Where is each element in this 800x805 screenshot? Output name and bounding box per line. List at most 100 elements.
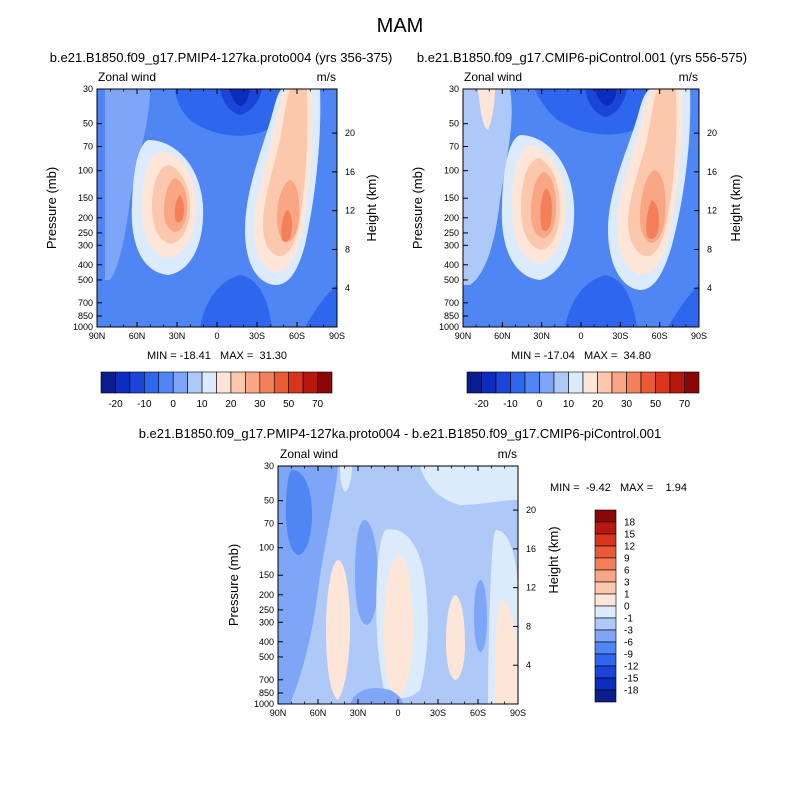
p3-ytick-label: 250 bbox=[259, 605, 274, 615]
p3-cbar-label: -9 bbox=[624, 650, 633, 661]
p3-cbar-swatch bbox=[594, 521, 617, 535]
p1-htick-label: 12 bbox=[345, 206, 355, 216]
p3-ytick-label: 70 bbox=[264, 519, 274, 529]
p3-ytick-label: 150 bbox=[259, 570, 274, 580]
p3-htick-label: 8 bbox=[526, 621, 531, 631]
p2-cbar-label: 30 bbox=[621, 399, 633, 410]
p1-xtick-label: 90S bbox=[329, 331, 345, 341]
p2-ytick-label: 400 bbox=[444, 260, 459, 270]
p1-xtick-label: 90N bbox=[89, 331, 106, 341]
p3-contour-pos-a bbox=[326, 560, 350, 700]
p3-xtick-label: 0 bbox=[395, 708, 400, 718]
p2-contour-left-light bbox=[463, 89, 512, 285]
panel1-colorbar: -20 -10 0 10 20 30 50 70 bbox=[100, 371, 333, 410]
p3-contour-mid-neg bbox=[355, 520, 378, 625]
p1-ytick-label: 700 bbox=[78, 298, 93, 308]
p1-cbar-swatch bbox=[172, 371, 188, 394]
p3-cbar-label: 3 bbox=[624, 578, 630, 589]
p3-cbar-swatch bbox=[594, 605, 617, 619]
p2-cbar-swatch bbox=[510, 371, 526, 394]
p3-cbar-swatch bbox=[594, 629, 617, 643]
panel1-ylabel-right: Height (km) bbox=[364, 174, 379, 241]
p2-ytick-label: 850 bbox=[444, 311, 459, 321]
p2-cbar-swatch bbox=[495, 371, 511, 394]
p3-xtick-label: 60N bbox=[310, 708, 327, 718]
p1-htick-label: 4 bbox=[345, 283, 350, 293]
p1-cbar-label: -20 bbox=[108, 399, 123, 410]
panel3-contours bbox=[278, 466, 518, 704]
p3-xtick-label: 90S bbox=[510, 708, 526, 718]
p3-cbar-label: 15 bbox=[624, 530, 636, 541]
p3-cbar-swatch bbox=[594, 509, 617, 523]
p2-cbar-label: 0 bbox=[537, 399, 543, 410]
p3-cbar-label: -6 bbox=[624, 638, 633, 649]
panel1-left-label: Zonal wind bbox=[98, 70, 156, 84]
p2-xtick-label: 30N bbox=[533, 331, 550, 341]
p1-cbar-label: -10 bbox=[137, 399, 152, 410]
p1-ytick-label: 1000 bbox=[73, 322, 93, 332]
p1-contour-pos-left-core bbox=[174, 195, 184, 223]
panel1-minmax: MIN = -18.41 MAX = 31.30 bbox=[147, 350, 287, 362]
p2-cbar-label: -20 bbox=[474, 399, 489, 410]
p1-ytick-label: 500 bbox=[78, 275, 93, 285]
p3-cbar-label: 1 bbox=[624, 590, 630, 601]
p1-xtick-label: 0 bbox=[214, 331, 219, 341]
p1-ytick-label: 30 bbox=[83, 84, 93, 94]
p3-ytick-label: 50 bbox=[264, 496, 274, 506]
panel1: 90N 60N 30N 0 30S 60S 90S305070100150200250300… bbox=[44, 70, 379, 410]
panel3-axes: 90N 60N 30N 0 30S 60S 90S 30 50 70 100 150 200 250 300… bbox=[254, 461, 536, 718]
p3-cbar-label: 9 bbox=[624, 554, 630, 565]
p2-xtick-label: 90S bbox=[691, 331, 707, 341]
p1-cbar-swatch bbox=[100, 371, 116, 394]
p3-contour-pos-c bbox=[446, 595, 465, 680]
p1-cbar-label: 0 bbox=[170, 399, 176, 410]
p3-cbar-label: -12 bbox=[624, 662, 639, 673]
p2-ytick-label: 100 bbox=[444, 166, 459, 176]
p2-cbar-swatch bbox=[597, 371, 613, 394]
p1-cbar-swatch bbox=[115, 371, 131, 394]
p1-cbar-swatch bbox=[317, 371, 333, 394]
panel3-ylabel: Pressure (mb) bbox=[226, 544, 241, 626]
main-title: MAM bbox=[377, 15, 424, 37]
p2-cbar-label: 10 bbox=[563, 399, 575, 410]
p3-ytick-label: 850 bbox=[259, 688, 274, 698]
p3-cbar-label: -3 bbox=[624, 626, 633, 637]
p3-cbar-label: 0 bbox=[624, 602, 630, 613]
p2-ytick-label: 200 bbox=[444, 213, 459, 223]
panel3-left-label: Zonal wind bbox=[280, 447, 338, 461]
p3-ytick-label: 700 bbox=[259, 675, 274, 685]
p2-htick-label: 16 bbox=[707, 167, 717, 177]
p2-ytick-label: 70 bbox=[449, 142, 459, 152]
p3-cbar-label: -1 bbox=[624, 614, 633, 625]
p1-contour-pos-right-core bbox=[281, 210, 292, 243]
p1-cbar-swatch bbox=[216, 371, 232, 394]
p1-cbar-swatch bbox=[129, 371, 145, 394]
p3-contour-top-light bbox=[340, 466, 352, 492]
p1-cbar-label: 50 bbox=[283, 399, 295, 410]
p3-cbar-label: 6 bbox=[624, 566, 630, 577]
p3-ytick-label: 500 bbox=[259, 652, 274, 662]
p3-cbar-label: 18 bbox=[624, 518, 636, 529]
p3-ytick-label: 200 bbox=[259, 590, 274, 600]
p3-cbar-swatch bbox=[594, 641, 617, 655]
p1-ytick-label: 850 bbox=[78, 311, 93, 321]
p2-cbar-swatch bbox=[568, 371, 584, 394]
p3-cbar-swatch bbox=[594, 665, 617, 679]
p2-ytick-label: 700 bbox=[444, 298, 459, 308]
p3-ytick-label: 1000 bbox=[254, 699, 274, 709]
panel3-title: b.e21.B1850.f09_g17.PMIP4-127ka.proto004… bbox=[139, 426, 662, 441]
p1-xtick-label: 30S bbox=[249, 331, 265, 341]
p2-cbar-swatch bbox=[640, 371, 656, 394]
p3-contour-neg-right-small bbox=[474, 580, 487, 652]
p2-cbar-swatch bbox=[466, 371, 482, 394]
p2-contour-neg-lower bbox=[565, 275, 637, 327]
p2-ytick-label: 150 bbox=[444, 193, 459, 203]
p1-ytick-label: 100 bbox=[78, 166, 93, 176]
panel2-left-label: Zonal wind bbox=[464, 70, 522, 84]
p3-contour-pos-b bbox=[384, 555, 413, 700]
p3-htick-label: 16 bbox=[526, 544, 536, 554]
panel3-right-label: m/s bbox=[498, 447, 517, 461]
p2-contour-left-weak-pos bbox=[478, 89, 495, 130]
